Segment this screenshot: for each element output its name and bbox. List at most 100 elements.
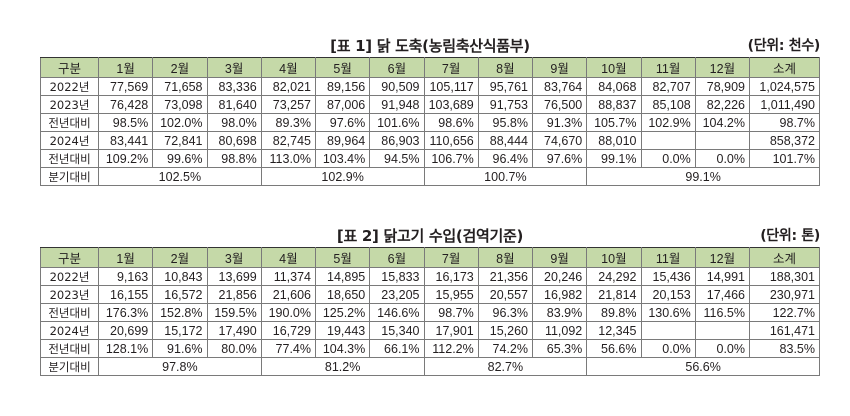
table-cell: 99.1% — [586, 149, 642, 168]
header-cell: 6월 — [369, 247, 425, 268]
quarter-cell: 102.9% — [260, 167, 425, 186]
row-label: 분기대비 — [40, 357, 99, 376]
table-cell: 122.7% — [749, 303, 820, 322]
table-cell: 88,444 — [477, 131, 534, 150]
quarter-cell: 56.6% — [586, 357, 820, 376]
table-cell: 15,436 — [640, 267, 696, 286]
table-cell: 78,909 — [694, 77, 751, 96]
table-cell: 98.5% — [97, 113, 154, 132]
table-cell: 104.2% — [694, 113, 751, 132]
table-cell: 83,336 — [206, 77, 262, 96]
table-cell: 102.0% — [152, 113, 208, 132]
quarter-cell: 100.7% — [423, 167, 588, 186]
table1-unit: (단위: 천수) — [747, 38, 821, 54]
table-cell: 101.7% — [749, 149, 820, 168]
table-cell: 74.2% — [477, 339, 534, 358]
table-cell: 146.6% — [369, 303, 425, 322]
table-cell: 17,490 — [206, 321, 262, 340]
table-cell: 77,569 — [97, 77, 154, 96]
table-row: 2024년 83,441 72,841 80,698 82,745 89,964 86,90… — [40, 131, 820, 150]
table-cell: 96.4% — [477, 149, 534, 168]
row-label: 분기대비 — [40, 167, 99, 186]
table2-unit: (단위: 톤) — [760, 228, 820, 244]
quarter-cell: 102.5% — [98, 167, 262, 186]
header-cell: 12월 — [694, 247, 751, 268]
table-cell: 20,153 — [640, 285, 696, 304]
table-cell: 98.6% — [423, 113, 479, 132]
header-cell: 2월 — [152, 57, 208, 78]
table-cell: 16,729 — [260, 321, 317, 340]
table-cell: 106.7% — [423, 149, 479, 168]
header-cell: 10월 — [586, 57, 642, 78]
header-cell: 5월 — [314, 57, 371, 78]
table-cell — [640, 321, 696, 340]
table-cell: 74,670 — [531, 131, 588, 150]
header-cell: 8월 — [477, 247, 534, 268]
table-cell: 188,301 — [749, 267, 820, 286]
table2-caption: [표 2] 닭고기 수입(검역기준) (단위: 톤) — [40, 222, 820, 246]
header-cell: 1월 — [97, 247, 154, 268]
table-cell: 20,557 — [477, 285, 534, 304]
table-cell: 16,155 — [97, 285, 154, 304]
table-cell: 56.6% — [586, 339, 642, 358]
table-cell: 83.9% — [531, 303, 588, 322]
row-label: 2022년 — [40, 77, 99, 96]
quarter-row: 분기대비 97.8% 81.2% 82.7% 56.6% — [40, 357, 820, 376]
table-cell: 16,173 — [423, 267, 479, 286]
table-cell: 15,833 — [369, 267, 425, 286]
table-cell: 125.2% — [314, 303, 371, 322]
row-label: 2024년 — [40, 131, 99, 150]
table-cell: 88,837 — [586, 95, 642, 114]
table-cell: 21,356 — [477, 267, 534, 286]
table-cell: 21,856 — [206, 285, 262, 304]
table-cell: 99.6% — [152, 149, 208, 168]
table-cell: 15,955 — [423, 285, 479, 304]
table-cell: 0.0% — [694, 339, 751, 358]
table-cell: 73,257 — [260, 95, 317, 114]
table-cell: 105,117 — [423, 77, 479, 96]
table-cell: 20,699 — [97, 321, 154, 340]
table-cell: 85,108 — [640, 95, 696, 114]
table-cell: 83,441 — [97, 131, 154, 150]
table-cell: 94.5% — [369, 149, 425, 168]
table-cell: 89.8% — [586, 303, 642, 322]
header-cell: 9월 — [531, 247, 588, 268]
table-cell: 72,841 — [152, 131, 208, 150]
header-cell: 12월 — [694, 57, 751, 78]
header-row: 구분 1월 2월 3월 4월 5월 6월 7월 8월 9월 10월 11월 12월 소계 — [40, 57, 820, 78]
header-cell: 소계 — [749, 247, 820, 268]
table-cell: 15,340 — [369, 321, 425, 340]
table-cell: 80.0% — [206, 339, 262, 358]
header-category: 구분 — [40, 247, 99, 268]
quarter-cell: 97.8% — [98, 357, 262, 376]
table-cell: 1,024,575 — [749, 77, 820, 96]
table-cell: 159.5% — [206, 303, 262, 322]
table-cell: 23,205 — [369, 285, 425, 304]
table-cell: 73,098 — [152, 95, 208, 114]
table-cell — [694, 131, 751, 150]
table-cell: 86,903 — [369, 131, 425, 150]
table-cell: 95.8% — [477, 113, 534, 132]
table-row: 2024년 20,699 15,172 17,490 16,729 19,443 15,34… — [40, 321, 820, 340]
header-cell: 1월 — [97, 57, 154, 78]
table-cell: 116.5% — [694, 303, 751, 322]
table-cell: 83,764 — [531, 77, 588, 96]
table-cell: 9,163 — [97, 267, 154, 286]
table-cell: 77.4% — [260, 339, 317, 358]
table-cell: 128.1% — [97, 339, 154, 358]
table-cell: 97.6% — [531, 149, 588, 168]
table-cell: 20,246 — [531, 267, 588, 286]
table-cell: 109.2% — [97, 149, 154, 168]
header-cell: 11월 — [640, 57, 696, 78]
table-row: 2023년 16,155 16,572 21,856 21,606 18,650 23,20… — [40, 285, 820, 304]
row-label: 전년대비 — [40, 113, 99, 132]
table-cell: 82,707 — [640, 77, 696, 96]
table-cell: 71,658 — [152, 77, 208, 96]
table-cell: 65.3% — [531, 339, 588, 358]
table-row: 2022년 77,569 71,658 83,336 82,021 89,156 90,50… — [40, 77, 820, 96]
table-cell: 16,982 — [531, 285, 588, 304]
table-cell: 16,572 — [152, 285, 208, 304]
header-cell: 4월 — [260, 247, 317, 268]
table-cell: 152.8% — [152, 303, 208, 322]
chicken-import-table: 구분 1월 2월 3월 4월 5월 6월 7월 8월 9월 10월 11월 12월 소계 2022년 9,1… — [40, 247, 820, 376]
